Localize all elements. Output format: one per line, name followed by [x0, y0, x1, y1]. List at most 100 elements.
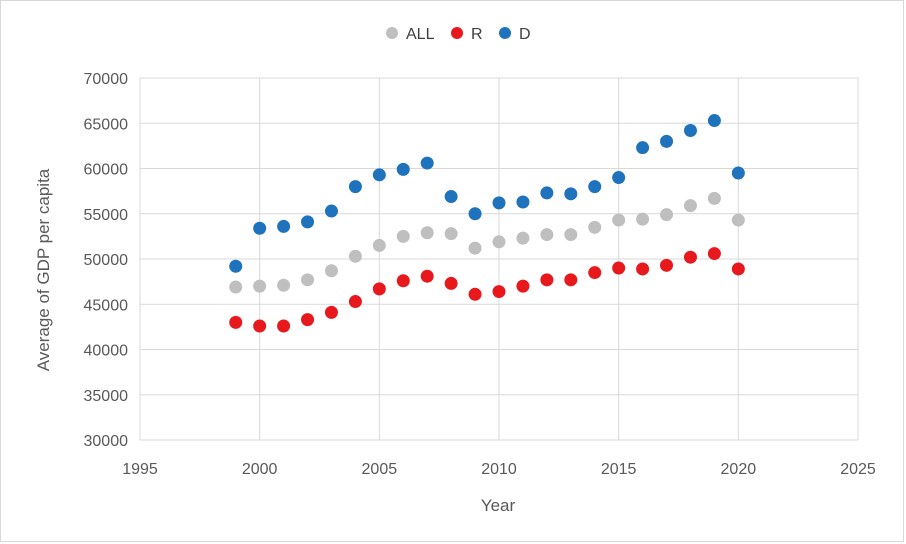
data-point	[707, 191, 721, 205]
data-point	[731, 262, 745, 276]
y-tick-label: 35000	[84, 388, 129, 405]
data-point	[540, 273, 554, 287]
x-axis-tick-labels: 1995 2000 2005 2010 2015 2020 2025	[122, 461, 876, 478]
data-point	[253, 279, 267, 293]
data-point	[516, 195, 530, 209]
x-tick-label: 2025	[840, 461, 876, 478]
data-point	[564, 273, 578, 287]
data-point	[444, 227, 458, 241]
x-tick-label: 2000	[242, 461, 278, 478]
data-point	[588, 266, 602, 280]
x-axis-title: Year	[481, 496, 516, 515]
x-tick-label: 2010	[481, 461, 517, 478]
data-point	[564, 187, 578, 201]
data-point	[707, 114, 721, 128]
x-tick-label: 1995	[122, 461, 158, 478]
legend-marker	[386, 27, 398, 39]
data-point	[612, 261, 626, 275]
legend-label: D	[519, 26, 531, 43]
data-point	[277, 319, 291, 333]
y-tick-label: 30000	[84, 433, 129, 450]
data-point	[324, 264, 338, 278]
data-point	[420, 269, 434, 283]
data-point	[372, 238, 386, 252]
data-point	[229, 280, 243, 294]
legend-marker	[451, 27, 463, 39]
legend-label: ALL	[406, 26, 435, 43]
data-point	[277, 278, 291, 292]
data-point	[588, 220, 602, 234]
y-tick-label: 70000	[84, 71, 129, 88]
data-point	[612, 171, 626, 185]
data-point	[324, 204, 338, 218]
data-point	[420, 226, 434, 240]
data-point	[444, 190, 458, 204]
y-tick-label: 55000	[84, 207, 129, 224]
data-point	[612, 213, 626, 227]
data-point	[660, 208, 674, 222]
data-point	[492, 235, 506, 249]
data-point	[636, 262, 650, 276]
legend-label: R	[471, 26, 483, 43]
data-point	[516, 279, 530, 293]
data-point	[492, 196, 506, 210]
data-point	[229, 315, 243, 329]
data-point	[444, 276, 458, 290]
gridlines	[139, 77, 859, 441]
series-all	[229, 191, 745, 294]
data-point	[683, 123, 697, 137]
series-r	[229, 247, 745, 333]
data-point	[301, 215, 315, 229]
data-point	[707, 247, 721, 261]
data-point	[564, 228, 578, 242]
data-point	[683, 199, 697, 213]
data-point	[540, 186, 554, 200]
data-point	[301, 273, 315, 287]
data-point	[372, 168, 386, 182]
data-point	[683, 250, 697, 264]
data-point	[253, 221, 267, 235]
y-tick-label: 60000	[84, 162, 129, 179]
y-tick-label: 50000	[84, 252, 129, 269]
y-tick-label: 45000	[84, 297, 129, 314]
data-point	[372, 282, 386, 296]
x-tick-label: 2015	[601, 461, 637, 478]
x-tick-label: 2005	[362, 461, 398, 478]
data-point	[396, 229, 410, 243]
data-point	[348, 295, 362, 309]
data-point	[636, 212, 650, 226]
data-point	[348, 180, 362, 194]
data-points	[229, 114, 745, 333]
data-point	[229, 259, 243, 273]
data-point	[324, 305, 338, 319]
data-point	[660, 134, 674, 148]
data-point	[396, 162, 410, 176]
data-point	[468, 287, 482, 301]
legend-marker	[499, 27, 511, 39]
data-point	[492, 285, 506, 299]
series-d	[229, 114, 745, 273]
legend: ALL R D	[386, 26, 531, 43]
data-point	[468, 207, 482, 221]
data-point	[540, 228, 554, 242]
data-point	[516, 231, 530, 245]
data-point	[588, 180, 602, 194]
data-point	[660, 258, 674, 272]
data-point	[420, 156, 434, 170]
data-point	[301, 313, 315, 327]
y-tick-label: 65000	[84, 116, 129, 133]
y-axis-tick-labels: 30000 35000 40000 45000 50000 55000 60000 65000…	[84, 71, 129, 450]
y-tick-label: 40000	[84, 343, 129, 360]
x-tick-label: 2020	[721, 461, 757, 478]
data-point	[348, 249, 362, 263]
data-point	[468, 241, 482, 255]
y-axis-title: Average of GDP per capita	[34, 168, 53, 371]
data-point	[636, 141, 650, 155]
data-point	[731, 166, 745, 180]
data-point	[253, 319, 267, 333]
data-point	[277, 219, 291, 233]
data-point	[731, 213, 745, 227]
data-point	[396, 274, 410, 288]
